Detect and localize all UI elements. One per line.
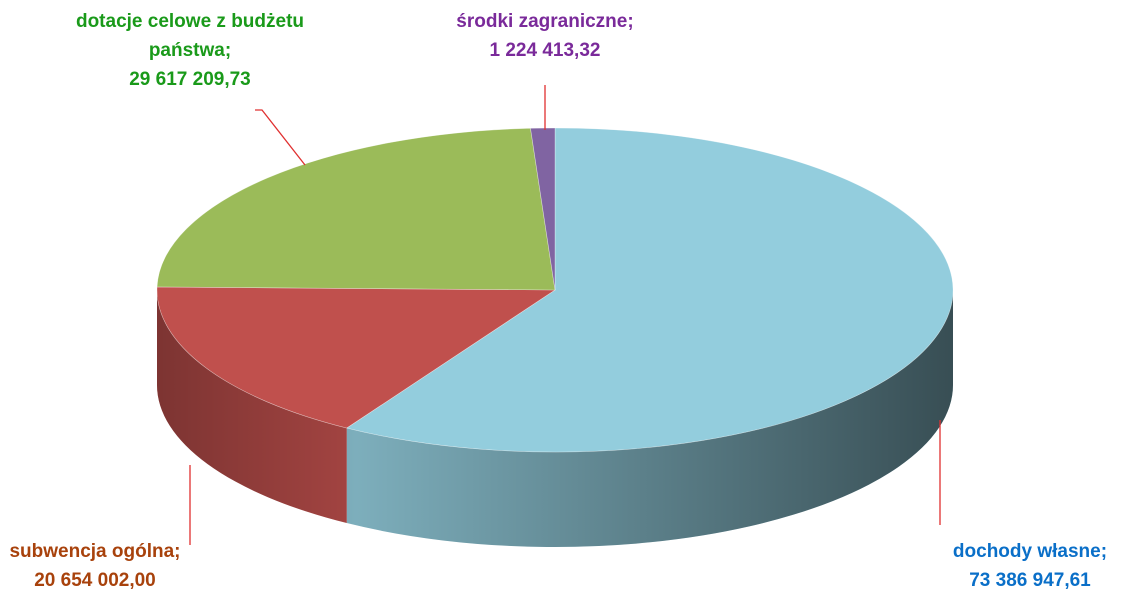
data-label: subwencja ogólna; 20 654 002,00 (0, 537, 195, 595)
label-category: środki zagraniczne; (456, 11, 634, 32)
slice-side-shade (157, 290, 347, 524)
label-value: 1 224 413,32 (489, 40, 601, 61)
slice (530, 127, 556, 291)
label-category: dochody własne; (952, 541, 1108, 562)
leader-line (255, 109, 306, 166)
slice-top (156, 128, 556, 291)
label-value: 20 654 002,00 (34, 570, 156, 591)
label-category: subwencja ogólna; (9, 541, 181, 562)
slice-top (530, 127, 556, 291)
slice-side-shade (346, 290, 953, 547)
label-value: 29 617 209,73 (129, 69, 251, 90)
slice (156, 128, 556, 291)
slice-top (345, 127, 954, 453)
slice (156, 286, 556, 524)
slice (345, 127, 954, 547)
slice-top (156, 286, 556, 429)
data-label: dotacje celowe z budżetu państwa; 29 617 … (75, 7, 305, 94)
label-value: 73 386 947,61 (969, 570, 1091, 591)
data-label: środki zagraniczne; 1 224 413,32 (415, 7, 675, 65)
data-label: dochody własne; 73 386 947,61 (935, 537, 1124, 595)
label-category: dotacje celowe z budżetu państwa; (75, 11, 305, 61)
